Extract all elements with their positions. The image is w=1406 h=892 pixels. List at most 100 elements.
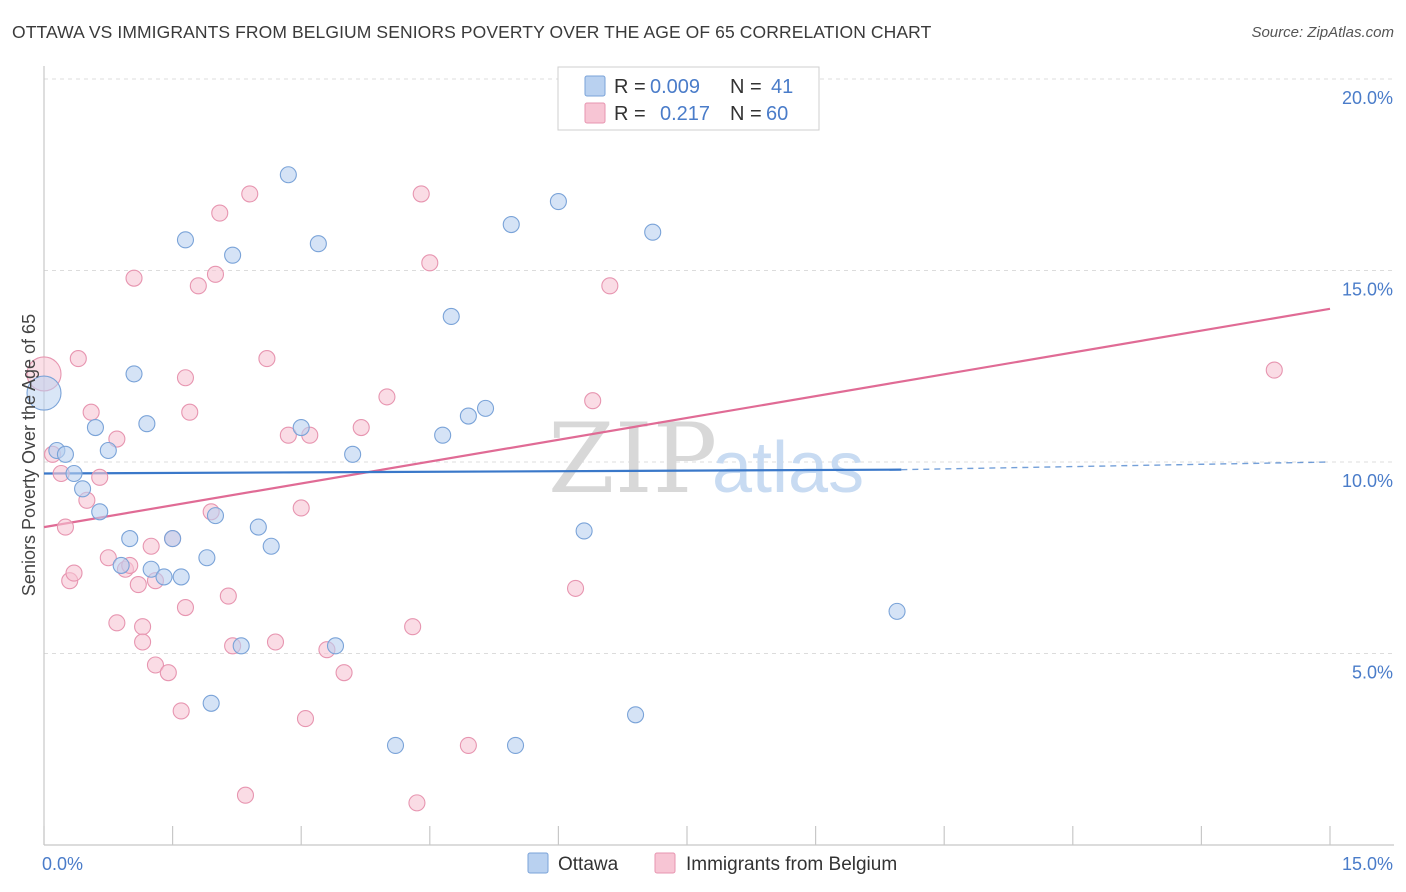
series-ottawa xyxy=(26,166,906,754)
ottawa-point-6 xyxy=(91,503,109,521)
belgium-point-15 xyxy=(125,269,143,287)
belgium-point-8 xyxy=(82,403,100,421)
watermark-zip: ZIP xyxy=(548,403,717,515)
belgium-point-55 xyxy=(1265,361,1283,379)
gridlines xyxy=(44,78,1394,654)
belgium-point-52 xyxy=(584,392,602,410)
ottawa-point-35 xyxy=(506,736,525,754)
watermark-atlas: atlas xyxy=(712,428,864,508)
ottawa-point-19 xyxy=(206,507,225,525)
belgium-point-32 xyxy=(219,587,237,605)
belgium-point-22 xyxy=(159,664,177,682)
ottawa-point-12 xyxy=(142,560,160,578)
ottawa-point-21 xyxy=(232,637,250,655)
ottawa-point-17 xyxy=(198,549,216,567)
ottawa-point-39 xyxy=(644,223,662,241)
ottawa-point-0 xyxy=(26,375,62,411)
watermark: ZIP atlas xyxy=(548,403,864,515)
belgium-point-19 xyxy=(142,537,160,555)
ottawa-point-27 xyxy=(326,637,345,655)
belgium-point-48 xyxy=(412,185,430,203)
bottom-legend-label-belgium: Immigrants from Belgium xyxy=(686,854,897,875)
belgium-point-11 xyxy=(108,430,126,448)
legend-n-label-2: N = xyxy=(730,103,762,125)
x-tick-label-max: 15.0% xyxy=(1342,854,1393,874)
ottawa-point-8 xyxy=(112,556,130,574)
ottawa-point-14 xyxy=(164,530,182,548)
belgium-point-3 xyxy=(56,518,74,536)
bottom-legend-label-ottawa: Ottawa xyxy=(558,854,619,875)
ottawa-point-18 xyxy=(202,694,220,712)
ottawa-point-30 xyxy=(434,426,452,444)
ottawa-point-26 xyxy=(309,235,327,253)
ottawa-point-16 xyxy=(176,231,195,249)
belgium-point-53 xyxy=(601,277,619,295)
belgium-point-46 xyxy=(404,618,422,636)
belgium-point-5 xyxy=(65,564,83,582)
belgium-point-30 xyxy=(206,265,225,283)
belgium-point-10 xyxy=(99,549,117,567)
legend-r-label-1: R = xyxy=(614,76,646,98)
belgium-point-37 xyxy=(266,633,285,651)
ottawa-point-34 xyxy=(502,215,520,234)
ottawa-point-24 xyxy=(279,166,297,184)
ottawa-point-31 xyxy=(442,307,460,326)
ottawa-point-4 xyxy=(74,480,92,498)
belgium-point-36 xyxy=(258,350,276,368)
belgium-point-45 xyxy=(378,388,396,406)
y-tick-label-0: 5.0% xyxy=(1352,663,1393,683)
belgium-point-34 xyxy=(236,786,255,804)
bottom-legend-swatch-belgium xyxy=(654,852,676,874)
belgium-point-25 xyxy=(176,598,195,617)
belgium-point-6 xyxy=(69,350,87,368)
y-tick-label-3: 20.0% xyxy=(1342,88,1393,108)
trend-line-ottawa xyxy=(43,468,902,475)
belgium-point-43 xyxy=(335,664,353,682)
bottom-legend: Ottawa Immigrants from Belgium xyxy=(527,852,897,875)
ottawa-point-32 xyxy=(459,407,477,425)
source-label: Source: ZipAtlas.com xyxy=(1251,24,1394,41)
ottawa-point-33 xyxy=(476,399,495,417)
x-tick-label-min: 0.0% xyxy=(42,854,83,874)
belgium-point-16 xyxy=(129,576,147,594)
belgium-point-27 xyxy=(181,403,199,421)
legend-n-label-1: N = xyxy=(730,76,762,98)
trend-line-belgium xyxy=(43,307,1331,529)
ottawa-point-25 xyxy=(292,418,310,437)
ottawa-point-23 xyxy=(262,537,280,555)
ottawa-point-11 xyxy=(138,415,156,433)
legend-swatch-ottawa xyxy=(584,75,606,97)
belgium-point-31 xyxy=(211,204,229,222)
y-axis-label: Seniors Poverty Over the Age of 65 xyxy=(19,314,39,596)
legend-box: R = 0.009 N = 41 R = 0.217 N = 60 xyxy=(557,66,820,131)
ottawa-point-5 xyxy=(86,418,104,437)
legend-r-value-1: 0.009 xyxy=(650,76,700,98)
belgium-point-12 xyxy=(108,614,126,632)
legend-r-value-2: 0.217 xyxy=(660,103,710,125)
ottawa-point-20 xyxy=(224,246,242,264)
chart-title: OTTAWA VS IMMIGRANTS FROM BELGIUM SENIOR… xyxy=(12,22,932,42)
ottawa-point-38 xyxy=(627,706,645,724)
ottawa-point-2 xyxy=(56,445,74,463)
belgium-point-38 xyxy=(279,426,297,444)
belgium-point-28 xyxy=(189,277,207,295)
ottawa-point-28 xyxy=(344,445,362,463)
ottawa-point-22 xyxy=(249,518,267,536)
ottawa-point-9 xyxy=(121,530,139,548)
belgium-point-17 xyxy=(134,618,152,636)
ottawa-point-13 xyxy=(155,568,173,586)
ottawa-point-3 xyxy=(65,464,83,483)
ottawa-point-29 xyxy=(386,736,405,754)
belgium-point-9 xyxy=(91,468,109,486)
belgium-point-49 xyxy=(421,254,439,272)
belgium-point-24 xyxy=(172,702,190,720)
legend-r-label-2: R = xyxy=(614,103,646,125)
trend-lines xyxy=(43,307,1331,529)
legend-swatch-belgium xyxy=(584,102,606,124)
ottawa-point-37 xyxy=(575,522,593,540)
ottawa-point-36 xyxy=(549,193,567,211)
belgium-point-51 xyxy=(566,579,585,597)
belgium-point-26 xyxy=(176,369,195,387)
belgium-point-44 xyxy=(352,418,370,437)
